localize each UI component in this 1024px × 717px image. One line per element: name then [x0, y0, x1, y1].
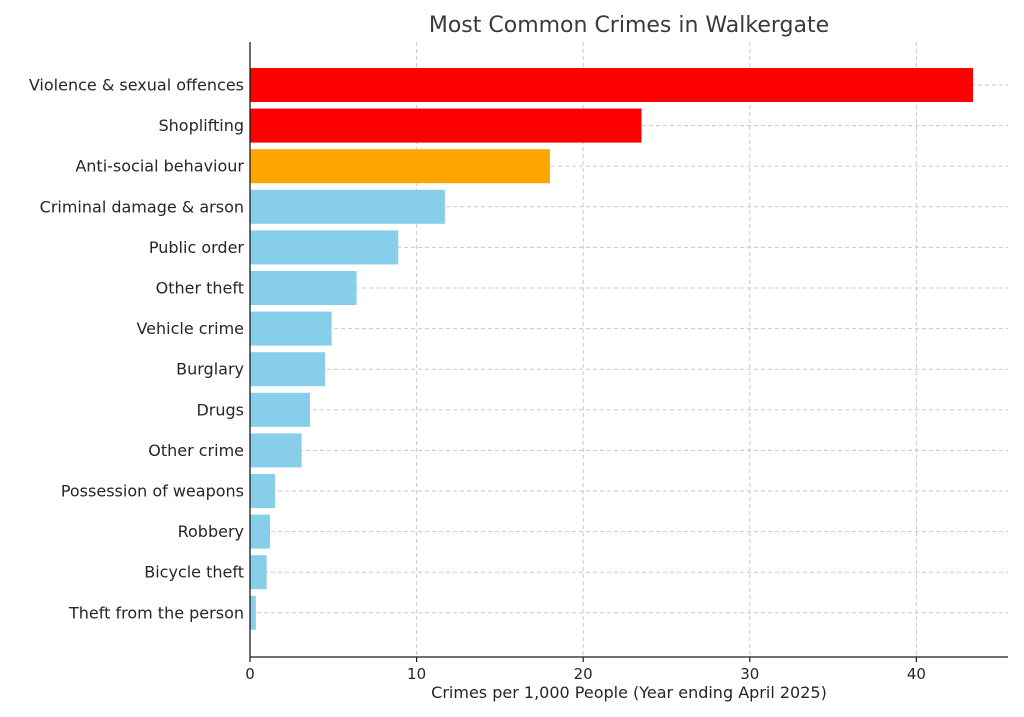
- x-ticks: 0 10 20 30 40: [245, 657, 926, 683]
- x-tick-label: 40: [907, 665, 926, 683]
- x-tick-label: 20: [574, 665, 593, 683]
- bar-shoplifting: [250, 108, 642, 143]
- category-label: Violence & sexual offences: [29, 76, 244, 95]
- category-label: Robbery: [178, 522, 244, 541]
- category-label: Drugs: [196, 400, 244, 419]
- category-label: Anti-social behaviour: [75, 157, 244, 176]
- category-label: Shoplifting: [159, 116, 245, 135]
- bar-other-crime: [250, 433, 302, 468]
- bar-robbery: [250, 514, 270, 549]
- x-axis-title: Crimes per 1,000 People (Year ending Apr…: [431, 683, 827, 702]
- bar-public-order: [250, 230, 399, 265]
- category-label: Possession of weapons: [61, 482, 244, 501]
- bar-drugs: [250, 392, 310, 427]
- x-tick-label: 10: [407, 665, 426, 683]
- bar-theft-from-the-person: [250, 595, 256, 630]
- category-labels: Violence & sexual offences Shoplifting Ant…: [29, 76, 245, 623]
- axes: [249, 42, 1008, 658]
- category-label: Public order: [149, 238, 245, 257]
- category-label: Bicycle theft: [144, 563, 244, 582]
- bar-burglary: [250, 352, 325, 387]
- bar-other-theft: [250, 271, 357, 305]
- bar-anti-social-behaviour: [250, 149, 550, 184]
- bar-possession-of-weapons: [250, 474, 275, 508]
- bar-bicycle-theft: [250, 555, 267, 590]
- bar-vehicle-crime: [250, 311, 332, 346]
- bars: [250, 68, 974, 630]
- chart-title: Most Common Crimes in Walkergate: [429, 13, 829, 38]
- x-tick-label: 0: [245, 665, 255, 683]
- category-label: Vehicle crime: [136, 319, 244, 338]
- bar-criminal-damage-arson: [250, 189, 445, 224]
- x-tick-label: 30: [740, 665, 759, 683]
- category-label: Theft from the person: [68, 603, 244, 622]
- category-label: Criminal damage & arson: [40, 197, 244, 216]
- category-label: Other theft: [156, 279, 244, 298]
- category-label: Other crime: [148, 441, 244, 460]
- category-label: Burglary: [176, 360, 244, 379]
- bar-violence-sexual-offences: [250, 68, 974, 102]
